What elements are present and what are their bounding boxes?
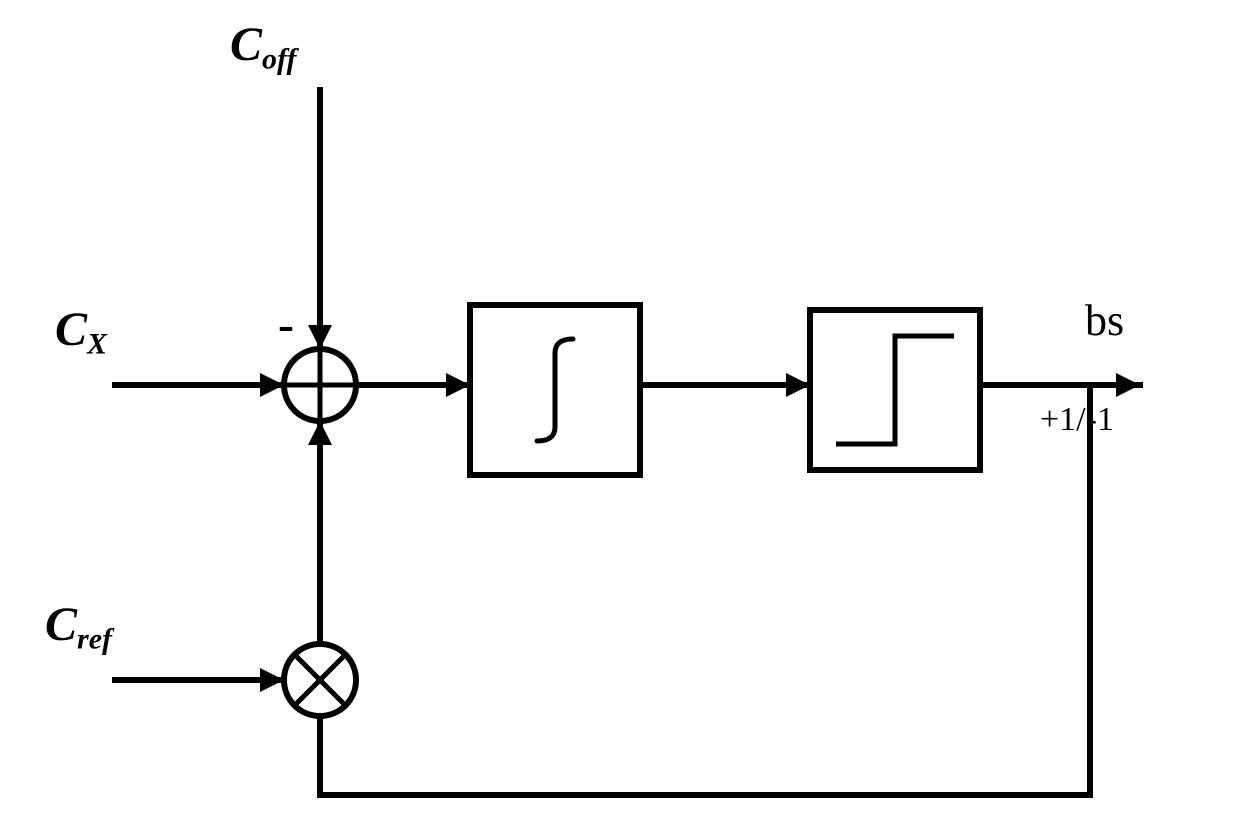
integral-icon <box>537 339 573 441</box>
label-c-ref: Cref <box>45 598 115 656</box>
label-minus: - <box>278 298 294 351</box>
label-output: bs <box>1085 296 1124 345</box>
label-c-off: Coff <box>230 18 299 76</box>
label-output-range: +1/-1 <box>1040 401 1114 438</box>
label-c-x: CX <box>55 303 108 361</box>
step-icon <box>836 336 954 444</box>
